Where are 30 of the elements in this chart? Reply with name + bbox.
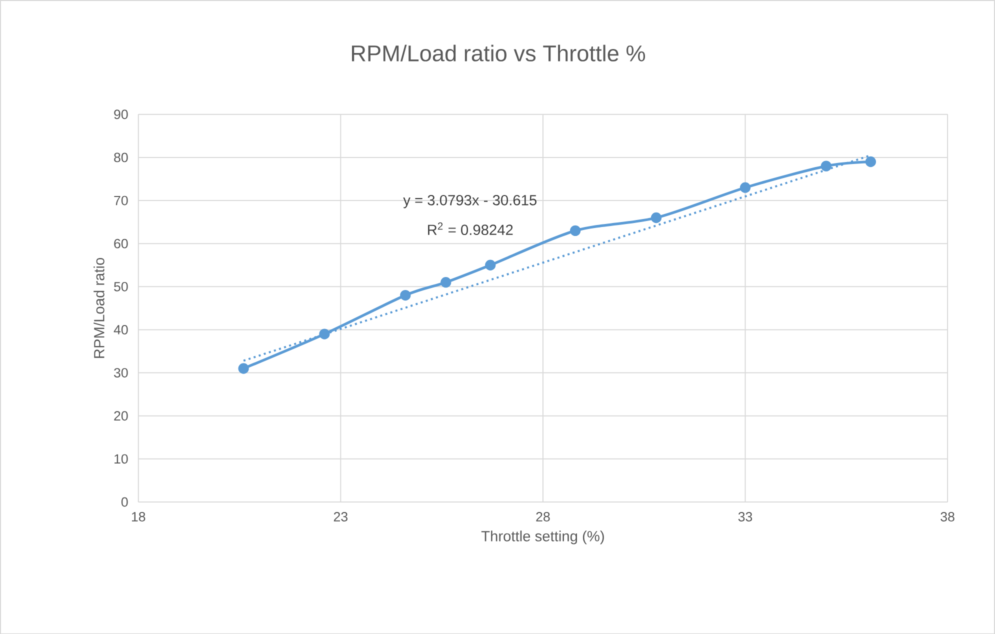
y-tick-label: 40 (114, 324, 128, 334)
x-tick-label: 23 (334, 512, 348, 522)
y-tick-label: 60 (114, 238, 128, 248)
annotation: R$^{2}$ = 0.98242 (428, 222, 513, 235)
point (319, 328, 330, 340)
point (238, 362, 249, 374)
annotation: y = 3.0793x - 30.615 (403, 194, 536, 208)
point (485, 260, 496, 270)
y-tick-label: 0 (121, 497, 128, 507)
x-tick-label: 18 (132, 512, 146, 522)
y-tick-label: 50 (114, 282, 128, 292)
x-tick-label: 38 (940, 512, 954, 522)
y-axis-title: RPM/Load ratio (94, 258, 104, 358)
point (400, 290, 411, 300)
point (820, 160, 832, 172)
x-axis-title: Throttle setting (%) (481, 530, 604, 544)
point (865, 156, 876, 167)
x-tick-label: 33 (738, 512, 752, 522)
point (740, 182, 751, 193)
y-tick-label: 20 (114, 410, 128, 420)
y-tick-label: 10 (114, 454, 128, 464)
x-tick-label: 28 (536, 512, 550, 522)
point (440, 276, 452, 288)
y-tick-label: 70 (114, 196, 128, 206)
point (570, 225, 581, 236)
y-tick-label: 30 (114, 368, 128, 378)
y-tick-label: 80 (114, 152, 128, 162)
chart-title: RPM/Load ratio vs Throttle % (352, 44, 646, 62)
point (650, 212, 662, 223)
y-tick-label: 90 (114, 110, 128, 119)
